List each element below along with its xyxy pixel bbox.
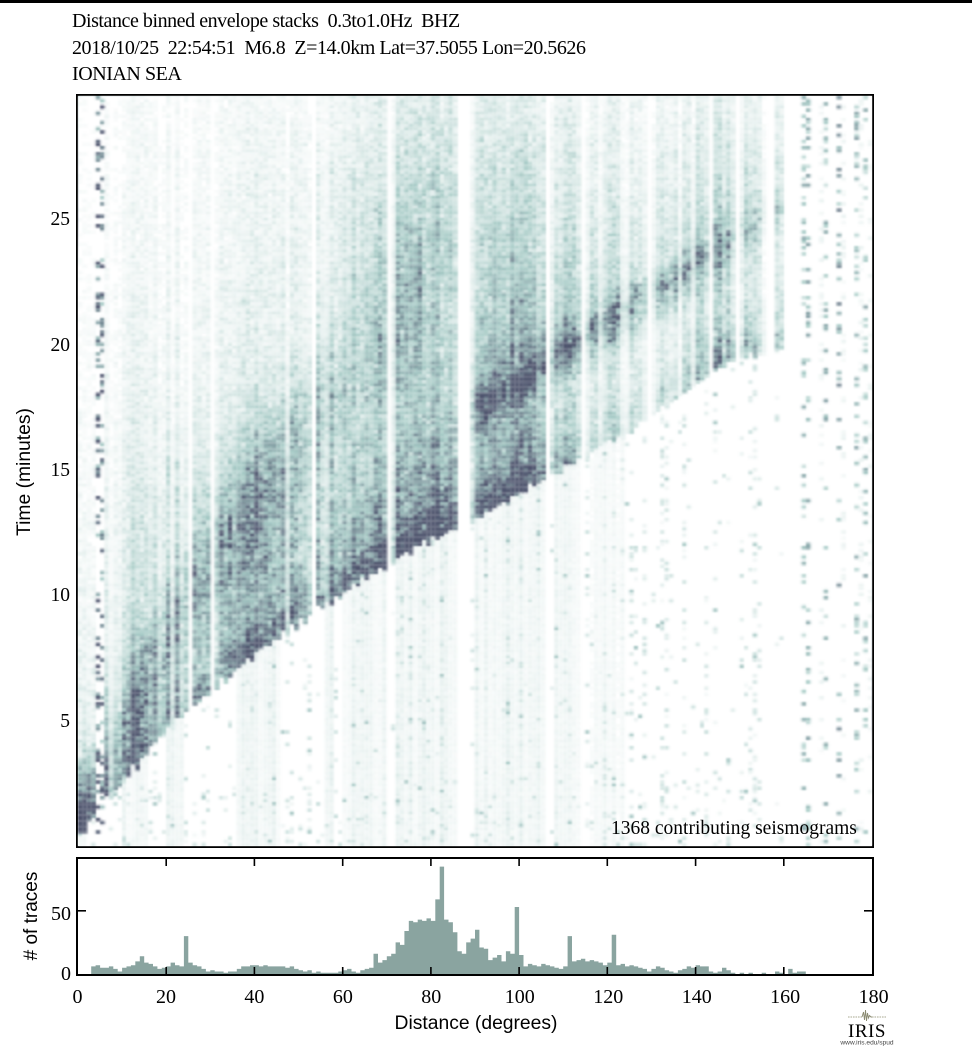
svg-text:www.iris.edu/spud: www.iris.edu/spud — [839, 1040, 893, 1047]
svg-text:IRIS: IRIS — [848, 1021, 886, 1042]
